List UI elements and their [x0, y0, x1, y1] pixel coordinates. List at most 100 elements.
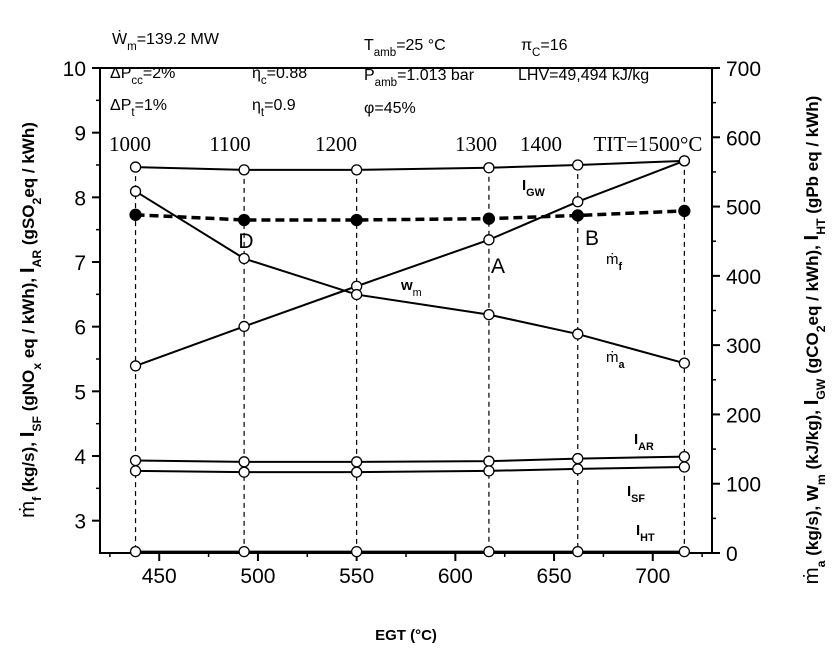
series-point: [678, 357, 691, 369]
series-line-5: [135, 465, 685, 474]
y-left-tick-label: 9: [74, 123, 86, 146]
series-line-4: [135, 455, 685, 463]
parameter-text: Ẇm=139.2 MW ΔPcc=2% ΔPt=1% ηc=0.88 ηt=0.9 Tam…: [110, 29, 649, 119]
series-point: [238, 320, 250, 333]
param-9: LHV=49,494 kJ/kg: [518, 67, 649, 84]
series-point: [129, 454, 142, 467]
series-point: [350, 213, 363, 227]
series-point: [483, 465, 495, 477]
param-2: ΔPt=1%: [110, 97, 167, 119]
series-point: [483, 162, 495, 174]
series-label-1: ṁf: [606, 251, 623, 273]
param-4: ηt=0.9: [252, 97, 296, 119]
point-label-B: B: [585, 227, 599, 250]
x-tick-label: 650: [537, 565, 572, 588]
series-point: [678, 155, 691, 167]
series-point: [482, 212, 496, 225]
series-0: [129, 155, 691, 176]
y-left-tick-label: 3: [74, 511, 86, 534]
point-label-D: D: [238, 230, 253, 253]
series-point: [483, 545, 495, 558]
series-point: [572, 196, 584, 208]
series-point: [350, 164, 363, 176]
series-point: [238, 456, 250, 468]
series-label-3: ṁa: [606, 349, 626, 371]
series-label-2: wm: [400, 277, 422, 299]
point-label-A: A: [491, 255, 505, 278]
x-tick-label: 500: [240, 565, 275, 588]
axis-ticks: 450 500 550 600 650 7003456789100100200300400…: [63, 58, 761, 588]
tit-label-5: TIT=1500°C: [594, 132, 703, 156]
y-left-tick-label: 10: [63, 58, 86, 81]
param-1: ΔPcc=2%: [110, 65, 175, 87]
param-5: Tamb=25 °C: [364, 37, 446, 59]
x-tick-label: 550: [339, 565, 374, 588]
series-point: [238, 545, 250, 558]
series-6: [129, 545, 691, 558]
series-5: [129, 461, 691, 478]
series-point: [350, 288, 363, 301]
series-line-3: [135, 190, 685, 365]
series-point: [572, 159, 584, 171]
series-point: [350, 545, 363, 558]
series-4: [129, 450, 691, 468]
series-point: [678, 450, 691, 463]
x-tick-label: 700: [635, 565, 670, 588]
y-left-tick-label: 7: [74, 252, 86, 275]
tit-label-3: 1300: [455, 132, 497, 156]
y-right-tick-label: 600: [726, 127, 761, 150]
series-label-6: IHT: [636, 522, 655, 544]
y-axis-left-label: ṁf (kg/s), ISF (gNOx eq / kWh), IAR (gSO…: [17, 122, 44, 518]
tit-labels: 1000 1100 1200 1300 1400 TIT=1500°C: [109, 132, 702, 156]
series-point: [483, 309, 495, 321]
series-point: [350, 456, 363, 468]
x-tick-label: 600: [438, 565, 473, 588]
series-point: [129, 545, 142, 558]
series-line-0: [135, 159, 685, 171]
series-point: [483, 234, 495, 246]
y-left-tick-label: 8: [74, 187, 86, 210]
x-axis-label: EGT (°C): [375, 627, 437, 644]
y-right-tick-label: 100: [726, 474, 761, 497]
param-8: πC=16: [521, 37, 568, 59]
series-point: [678, 204, 691, 218]
tit-label-0: 1000: [109, 132, 151, 156]
param-6: Pamb=1.013 bar: [364, 67, 475, 89]
y-axis-right-label: ṁa (kg/s), wm (kJ/kg), IGW (gCO2eq / kWh…: [801, 96, 828, 585]
series-point: [571, 209, 584, 222]
series-line-2: [135, 159, 685, 367]
vertical-dashed-lines: [134, 160, 685, 553]
series-point: [238, 164, 250, 176]
param-7: φ=45%: [364, 100, 416, 117]
series-point: [483, 455, 495, 467]
y-right-tick-label: 700: [726, 58, 761, 81]
param-3: ηc=0.88: [252, 65, 307, 87]
param-0: Ẇm=139.2 MW: [112, 29, 220, 53]
tit-label-4: 1400: [520, 132, 562, 156]
series-point: [129, 185, 142, 197]
series-point: [237, 213, 251, 227]
series-point: [129, 465, 142, 477]
y-right-tick-label: 300: [726, 335, 761, 358]
series-point: [572, 545, 584, 558]
series-layer: [129, 155, 691, 558]
y-left-tick-label: 6: [74, 317, 86, 340]
series-point: [572, 328, 584, 340]
y-right-tick-label: 200: [726, 404, 761, 427]
series-point: [238, 252, 250, 265]
series-point: [350, 466, 363, 478]
series-2: [129, 155, 691, 372]
series-point: [129, 161, 142, 173]
series-label-0: IGW: [522, 177, 546, 199]
series-label-4: IAR: [634, 431, 654, 453]
series-3: [129, 185, 691, 369]
series-point: [678, 545, 691, 558]
point-labels: D A B: [238, 227, 599, 278]
series-line-1: [135, 209, 685, 222]
y-right-tick-label: 400: [726, 266, 761, 289]
y-left-tick-label: 5: [74, 381, 86, 404]
series-point: [572, 452, 584, 465]
y-right-tick-label: 500: [726, 197, 761, 220]
series-1: [129, 204, 691, 227]
